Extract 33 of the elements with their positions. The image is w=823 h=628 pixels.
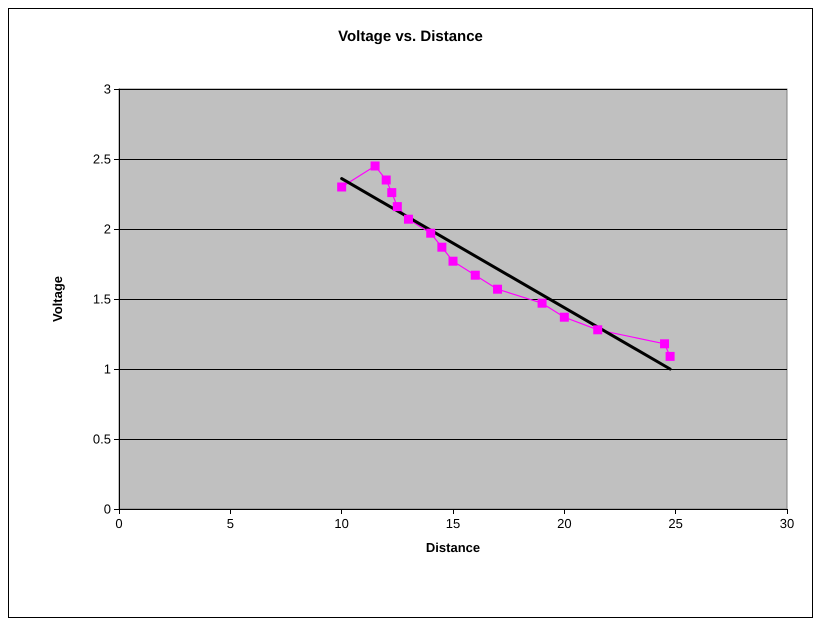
y-tick-label: 2.5 <box>92 152 111 166</box>
point <box>493 284 502 294</box>
point <box>538 298 547 308</box>
chart-title: Voltage vs. Distance <box>338 28 483 45</box>
y-axis-title: Voltage <box>50 276 65 322</box>
x-tick-label: 20 <box>557 516 572 531</box>
x-tick-label: 30 <box>780 516 794 531</box>
point <box>404 214 413 224</box>
x-tick-label: 0 <box>115 516 123 531</box>
point <box>382 176 391 184</box>
x-tick-label: 15 <box>446 516 460 531</box>
x-tick-label: 10 <box>334 516 349 531</box>
point <box>666 352 675 361</box>
y-tick-label: 0.5 <box>92 432 111 446</box>
point <box>560 312 569 322</box>
point <box>470 270 480 280</box>
point <box>370 162 380 170</box>
point <box>593 325 602 334</box>
y-tick-label: 2 <box>104 222 111 236</box>
point <box>426 228 436 238</box>
y-tick-label: 3 <box>104 82 111 96</box>
point <box>392 202 402 212</box>
point <box>337 182 346 192</box>
point <box>660 339 670 348</box>
point <box>387 188 396 198</box>
point <box>448 256 458 266</box>
y-tick-label: 1 <box>104 362 111 376</box>
x-tick-label: 25 <box>668 516 683 531</box>
x-tick-label: 5 <box>226 516 234 531</box>
y-tick-label: 1.5 <box>92 292 111 306</box>
point <box>437 242 446 252</box>
y-tick-label: 0 <box>104 502 111 516</box>
x-axis-title: Distance <box>426 540 480 555</box>
